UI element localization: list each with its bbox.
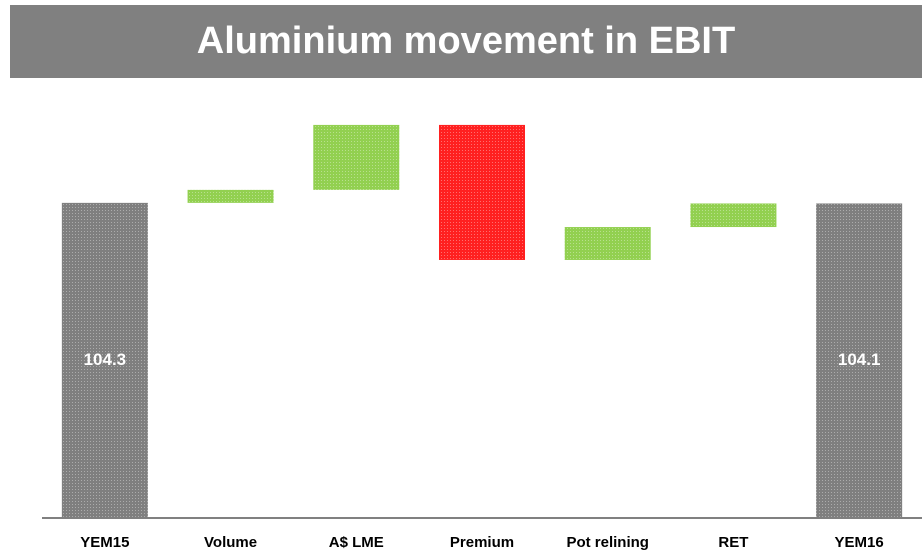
chart-title: Aluminium movement in EBIT (197, 20, 735, 62)
bar (61, 202, 148, 519)
x-tick-label: YEM16 (835, 534, 884, 551)
data-label: 104.3 (84, 350, 127, 369)
data-label: 104.1 (838, 350, 881, 369)
bar (816, 203, 903, 518)
x-tick-label: YEM15 (80, 534, 129, 551)
title-banner (10, 5, 922, 78)
x-tick-label: Pot relining (566, 534, 649, 551)
x-tick-label: Volume (204, 534, 257, 551)
x-tick-label: RET (718, 534, 748, 551)
x-tick-label: Premium (450, 534, 514, 551)
bar (313, 124, 400, 190)
bar (690, 203, 777, 228)
bar (187, 189, 274, 203)
bar (439, 124, 525, 260)
x-tick-label: A$ LME (329, 534, 384, 551)
bar (564, 227, 651, 260)
